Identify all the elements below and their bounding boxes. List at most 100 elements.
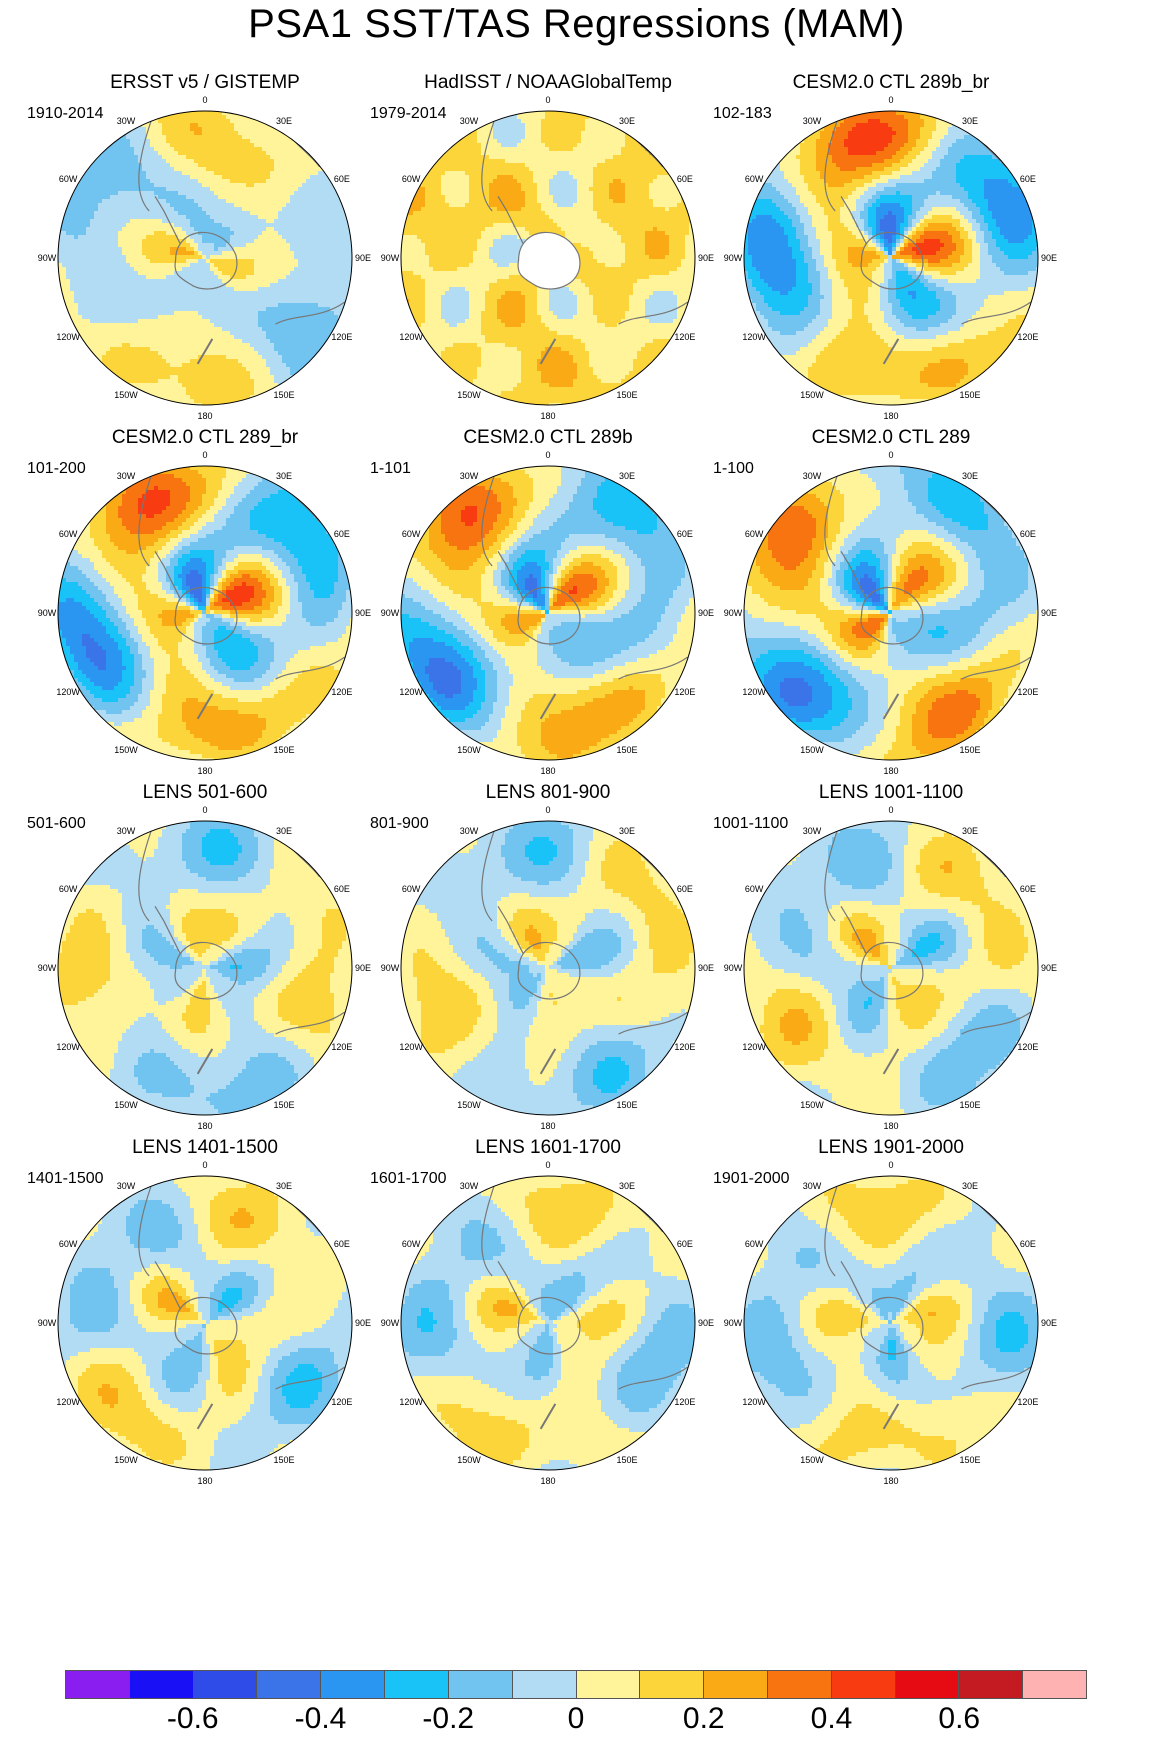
- regression-field: [744, 466, 1038, 760]
- panel-period: 1979-2014: [370, 105, 447, 123]
- longitude-label: 120E: [674, 1397, 695, 1407]
- longitude-label: 30E: [276, 826, 292, 836]
- longitude-label: 60E: [1020, 174, 1036, 184]
- colorbar-swatch: [320, 1670, 386, 1699]
- longitude-label: 0: [545, 95, 550, 105]
- colorbar-swatch: [1022, 1670, 1087, 1699]
- map-panel: LENS 1001-1100 1001-1100 0 30E 60E 90E 120E 150…: [711, 782, 1071, 1162]
- regression-field: [401, 821, 695, 1115]
- panel-period: 1910-2014: [27, 105, 104, 123]
- new-zealand-coastline: [539, 338, 557, 365]
- antarctica-coastline: [860, 941, 924, 1000]
- longitude-label: 0: [888, 805, 893, 815]
- antarctic-peninsula: [497, 905, 524, 954]
- longitude-label: 90E: [1041, 608, 1057, 618]
- longitude-label: 60E: [334, 1239, 350, 1249]
- regression-field: [401, 111, 695, 405]
- regression-field: [58, 1176, 352, 1470]
- colorbar-swatch: [256, 1670, 322, 1699]
- map-panel: LENS 1401-1500 1401-1500 0 30E 60E 90E 120E 150…: [25, 1137, 385, 1517]
- longitude-label: 90E: [1041, 253, 1057, 263]
- panel-period: 1401-1500: [27, 1170, 104, 1188]
- longitude-label: 180: [540, 411, 555, 421]
- antarctic-peninsula: [840, 1260, 867, 1309]
- longitude-label: 0: [202, 1160, 207, 1170]
- panel-period: 102-183: [713, 105, 772, 123]
- panel-title: LENS 1901-2000: [711, 1137, 1071, 1159]
- antarctic-peninsula: [497, 550, 524, 599]
- longitude-label: 180: [883, 1476, 898, 1486]
- antarctic-peninsula: [840, 195, 867, 244]
- longitude-label: 60W: [745, 529, 764, 539]
- longitude-label: 120E: [1017, 1397, 1038, 1407]
- new-zealand-coastline: [539, 1403, 557, 1430]
- longitude-label: 150E: [616, 1455, 637, 1465]
- longitude-label: 90W: [724, 963, 743, 973]
- australia-coastline: [618, 656, 688, 680]
- longitude-label: 90W: [724, 1318, 743, 1328]
- new-zealand-coastline: [196, 1048, 214, 1075]
- map-border: [400, 110, 696, 406]
- antarctic-peninsula: [840, 905, 867, 954]
- polar-map: [743, 110, 1039, 406]
- longitude-label: 120W: [56, 687, 80, 697]
- longitude-label: 120E: [331, 1042, 352, 1052]
- panel-title: LENS 801-900: [368, 782, 728, 804]
- longitude-label: 30E: [619, 116, 635, 126]
- new-zealand-coastline: [196, 1403, 214, 1430]
- longitude-label: 120E: [674, 1042, 695, 1052]
- longitude-label: 60E: [677, 529, 693, 539]
- colorbar: [65, 1670, 1087, 1699]
- longitude-label: 30W: [803, 826, 822, 836]
- longitude-label: 120E: [674, 687, 695, 697]
- map-panel: CESM2.0 CTL 289b_br 102-183 0 30E 60E 90E 120E…: [711, 72, 1071, 452]
- colorbar-tick-label: -0.2: [422, 1702, 474, 1736]
- longitude-label: 150E: [959, 390, 980, 400]
- longitude-label: 90W: [381, 963, 400, 973]
- longitude-label: 90W: [38, 608, 57, 618]
- south-america-coastline: [481, 113, 498, 212]
- longitude-label: 120W: [399, 1397, 423, 1407]
- longitude-label: 0: [888, 1160, 893, 1170]
- regression-field: [401, 466, 695, 760]
- longitude-label: 120W: [742, 332, 766, 342]
- longitude-label: 60W: [745, 174, 764, 184]
- longitude-label: 0: [545, 450, 550, 460]
- longitude-label: 0: [888, 95, 893, 105]
- longitude-label: 60W: [402, 174, 421, 184]
- colorbar-tick-label: -0.6: [167, 1702, 219, 1736]
- longitude-label: 90W: [381, 1318, 400, 1328]
- longitude-label: 150W: [800, 1455, 824, 1465]
- south-america-coastline: [481, 823, 498, 922]
- longitude-label: 90E: [355, 1318, 371, 1328]
- longitude-label: 120W: [56, 332, 80, 342]
- longitude-label: 30W: [117, 471, 136, 481]
- australia-coastline: [275, 1011, 345, 1035]
- regression-field: [58, 821, 352, 1115]
- map-border: [400, 1175, 696, 1471]
- longitude-label: 150E: [273, 1455, 294, 1465]
- new-zealand-coastline: [539, 693, 557, 720]
- longitude-label: 90E: [698, 253, 714, 263]
- south-america-coastline: [824, 468, 841, 567]
- antarctica-coastline: [174, 1296, 238, 1355]
- colorbar-swatch: [65, 1670, 130, 1699]
- longitude-label: 30W: [117, 116, 136, 126]
- map-panel: HadISST / NOAAGlobalTemp 1979-2014 0 30E 60E…: [368, 72, 728, 452]
- longitude-label: 150E: [959, 1455, 980, 1465]
- colorbar-swatch: [384, 1670, 449, 1699]
- regression-field: [58, 111, 352, 405]
- longitude-label: 90W: [381, 253, 400, 263]
- longitude-label: 30W: [803, 1181, 822, 1191]
- south-america-coastline: [824, 1178, 841, 1277]
- longitude-label: 120W: [56, 1042, 80, 1052]
- colorbar-swatch: [894, 1670, 960, 1699]
- longitude-label: 90E: [355, 608, 371, 618]
- polar-map: [57, 110, 353, 406]
- colorbar-swatch: [128, 1670, 194, 1699]
- panel-title: CESM2.0 CTL 289_br: [25, 427, 385, 449]
- longitude-label: 30W: [460, 1181, 479, 1191]
- map-panel: CESM2.0 CTL 289_br 101-200 0 30E 60E 90E 120E 1…: [25, 427, 385, 807]
- longitude-label: 90E: [1041, 1318, 1057, 1328]
- australia-coastline: [618, 301, 688, 325]
